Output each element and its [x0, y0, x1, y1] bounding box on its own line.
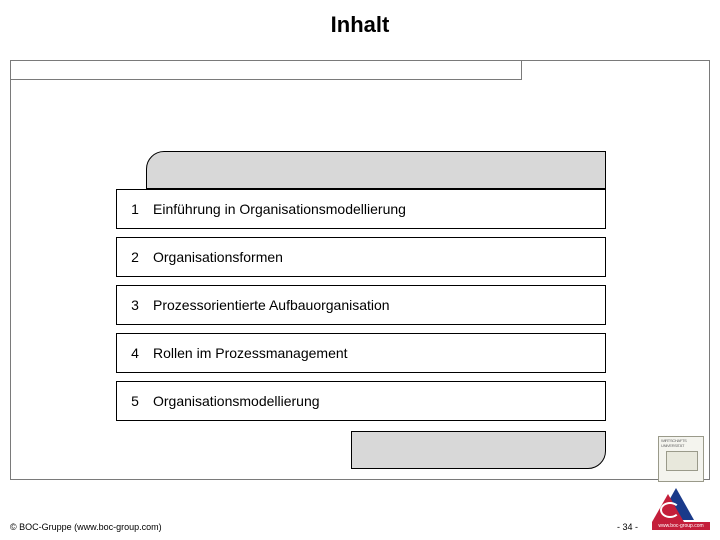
toc-num: 1 [117, 201, 153, 217]
page-title: Inhalt [0, 12, 720, 38]
university-logo: WIRTSCHAFTS UNIVERSITÄT [658, 436, 704, 482]
boc-triangle-front-icon [652, 494, 684, 522]
university-logo-text: WIRTSCHAFTS UNIVERSITÄT [661, 438, 703, 448]
frame-divider [11, 79, 521, 80]
toc-row: 2 Organisationsformen [116, 237, 606, 277]
toc-row: 4 Rollen im Prozessmanagement [116, 333, 606, 373]
footer-copyright: © BOC-Gruppe (www.boc-group.com) [10, 522, 162, 532]
content-frame: 1 Einführung in Organisationsmodellierun… [10, 60, 710, 480]
toc-num: 2 [117, 249, 153, 265]
boc-logo-url: www.boc-group.com [652, 522, 710, 530]
university-logo-inner [666, 451, 698, 471]
toc-label: Prozessorientierte Aufbauorganisation [153, 297, 390, 313]
toc-label: Organisationsmodellierung [153, 393, 320, 409]
deco-bottom-bar [351, 431, 606, 469]
deco-top-bar [146, 151, 606, 189]
toc-row: 3 Prozessorientierte Aufbauorganisation [116, 285, 606, 325]
toc-label: Einführung in Organisationsmodellierung [153, 201, 406, 217]
toc-row: 1 Einführung in Organisationsmodellierun… [116, 189, 606, 229]
boc-logo: www.boc-group.com [652, 488, 710, 530]
toc-num: 4 [117, 345, 153, 361]
toc-label: Organisationsformen [153, 249, 283, 265]
footer-page-number: - 34 - [617, 522, 638, 532]
toc-row: 5 Organisationsmodellierung [116, 381, 606, 421]
toc-num: 3 [117, 297, 153, 313]
toc-list: 1 Einführung in Organisationsmodellierun… [116, 189, 606, 421]
toc-num: 5 [117, 393, 153, 409]
frame-divider-drop [521, 61, 522, 80]
toc-label: Rollen im Prozessmanagement [153, 345, 348, 361]
